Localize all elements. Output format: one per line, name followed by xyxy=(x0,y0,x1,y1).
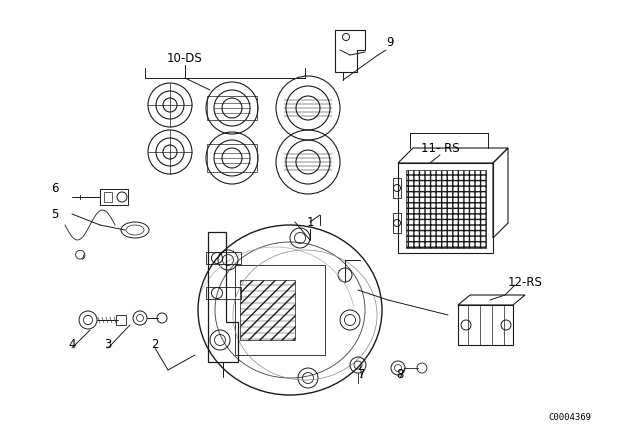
Bar xyxy=(240,280,295,340)
Text: 12-RS: 12-RS xyxy=(508,276,543,289)
Bar xyxy=(393,213,401,233)
Bar xyxy=(207,144,257,172)
Bar xyxy=(206,287,241,299)
Text: 2: 2 xyxy=(151,339,159,352)
Text: 5: 5 xyxy=(51,207,59,220)
Bar xyxy=(104,192,112,202)
Text: 1: 1 xyxy=(307,215,314,228)
Text: 11- RS: 11- RS xyxy=(420,142,460,155)
Text: 7: 7 xyxy=(358,369,365,382)
Bar xyxy=(207,96,257,120)
Text: 4: 4 xyxy=(68,339,76,352)
Bar xyxy=(116,315,126,325)
Text: C0004369: C0004369 xyxy=(548,414,591,422)
Bar xyxy=(398,163,493,253)
Text: 8: 8 xyxy=(396,369,404,382)
Text: 10-DS: 10-DS xyxy=(167,52,203,65)
Bar xyxy=(100,189,128,205)
Text: 9: 9 xyxy=(387,35,394,48)
Text: 3: 3 xyxy=(104,339,112,352)
Text: 6: 6 xyxy=(51,181,59,194)
Bar xyxy=(393,178,401,198)
Bar xyxy=(235,265,325,355)
Bar xyxy=(206,252,241,264)
Bar xyxy=(406,170,486,248)
